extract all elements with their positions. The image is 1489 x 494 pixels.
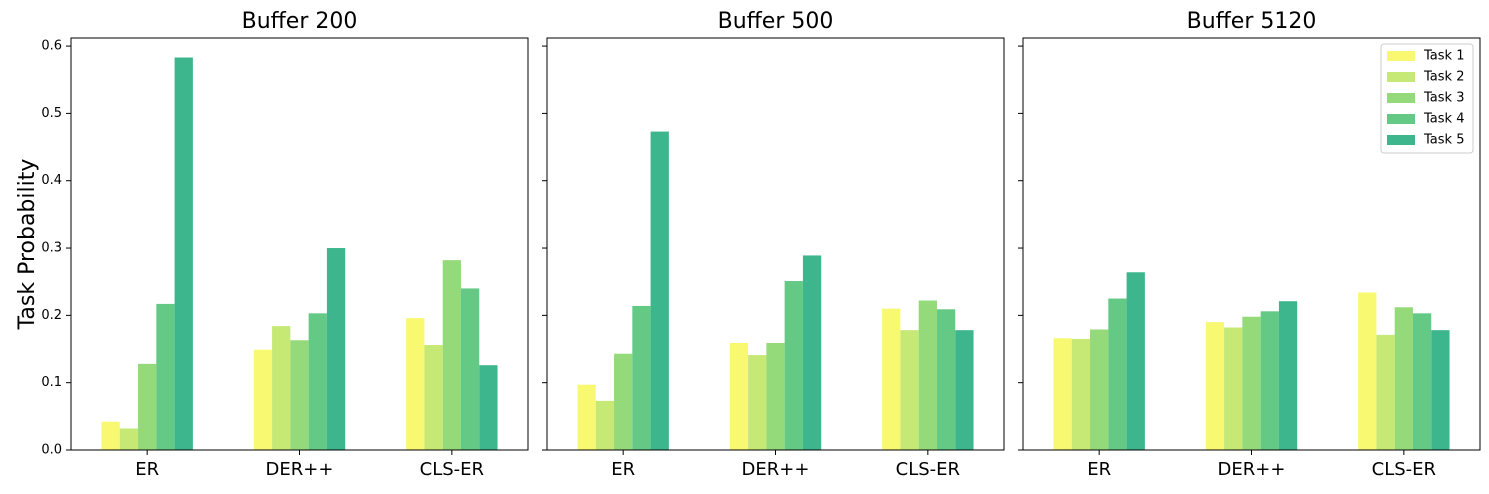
bar-der-task2: [1224, 327, 1243, 450]
bar-er-task3: [614, 353, 633, 450]
bar-clser-task4: [936, 309, 956, 450]
legend: Task 1 Task 2 Task 3 Task 4 Task 5: [1380, 43, 1474, 154]
bar-er-task1: [101, 421, 120, 450]
x-tick-label: CLS-ER: [896, 459, 960, 480]
bar-clser-task2: [1376, 334, 1395, 450]
bar-der-task5: [326, 248, 346, 450]
bar-er-task5: [174, 57, 193, 451]
x-tick-label: ER: [135, 459, 159, 480]
legend-swatch-task2: [1387, 72, 1415, 82]
bar-clser-task5: [1431, 330, 1450, 450]
y-tick-label: 0.5: [41, 106, 62, 121]
bar-der-task5: [1278, 301, 1298, 450]
bar-er-task2: [119, 428, 139, 450]
bar-clser-task2: [900, 330, 919, 450]
panel-title: Buffer 5120: [1187, 9, 1317, 34]
bar-der-task3: [766, 342, 785, 450]
bar-der-task4: [1260, 311, 1279, 450]
bar-clser-task1: [1358, 292, 1377, 450]
bar-der-task3: [290, 340, 309, 450]
bar-clser-task1: [406, 318, 425, 450]
x-tick-label: ER: [1087, 459, 1111, 480]
y-tick-label: 0.0: [41, 443, 62, 458]
y-tick-label: 0.3: [41, 241, 62, 256]
panel-title: Buffer 200: [242, 9, 358, 34]
legend-swatch-task1: [1387, 51, 1415, 61]
bar-der-task2: [272, 326, 291, 450]
bar-der-task4: [308, 313, 327, 450]
bar-clser-task1: [882, 308, 901, 450]
bar-clser-task3: [442, 260, 461, 450]
x-tick-label: DER++: [1218, 459, 1286, 480]
bar-er-task4: [1108, 298, 1127, 450]
bar-der-task1: [729, 342, 749, 450]
x-tick-label: DER++: [266, 459, 334, 480]
y-tick-label: 0.1: [41, 375, 62, 390]
bar-er-task3: [138, 363, 157, 450]
bar-clser-task4: [460, 288, 480, 450]
bar-er-task2: [595, 400, 615, 450]
bar-clser-task5: [955, 330, 974, 450]
bar-der-task1: [1205, 322, 1225, 450]
legend-swatch-task4: [1387, 114, 1415, 124]
legend-box: [1380, 43, 1474, 154]
x-tick-label: ER: [611, 459, 635, 480]
bar-er-task1: [1053, 338, 1072, 450]
legend-label-task3: Task 3: [1423, 91, 1464, 106]
bar-er-task4: [156, 303, 175, 450]
x-tick-label: CLS-ER: [420, 459, 484, 480]
legend-label-task2: Task 2: [1423, 70, 1464, 85]
y-tick-label: 0.6: [41, 39, 62, 54]
bar-er-task5: [1126, 272, 1145, 450]
panel-3: Buffer 5120 ER DER++ CLS-ER: [1018, 9, 1481, 480]
x-tick-label: CLS-ER: [1372, 459, 1436, 480]
bar-clser-task3: [918, 300, 937, 450]
bar-der-task2: [748, 355, 767, 450]
bar-er-task1: [577, 384, 596, 450]
y-tick-label: 0.2: [41, 308, 62, 323]
bar-der-task5: [802, 255, 822, 450]
x-tick-label: DER++: [742, 459, 810, 480]
legend-label-task1: Task 1: [1423, 49, 1464, 64]
bar-er-task5: [650, 131, 669, 450]
legend-label-task5: Task 5: [1423, 133, 1464, 148]
y-tick-label: 0.4: [41, 173, 62, 188]
y-axis-label: Task Probability: [15, 159, 40, 331]
bar-der-task3: [1242, 316, 1261, 450]
panel-title: Buffer 500: [718, 9, 834, 34]
legend-swatch-task3: [1387, 93, 1415, 103]
bar-er-task4: [632, 305, 651, 450]
bar-er-task2: [1071, 338, 1091, 450]
bar-clser-task3: [1394, 307, 1413, 450]
legend-label-task4: Task 4: [1423, 112, 1464, 127]
bar-er-task3: [1090, 329, 1109, 450]
bar-der-task1: [253, 349, 273, 450]
bar-clser-task5: [479, 365, 498, 450]
bar-der-task4: [784, 281, 803, 450]
legend-swatch-task5: [1387, 135, 1415, 145]
panel-1: Buffer 200 ER DER++ CLS-ER 0.0 0.1 0.2 0.3 0.4 0.…: [41, 9, 529, 480]
panel-2: Buffer 500 ER DER++ CLS-ER: [542, 9, 1005, 480]
bar-clser-task2: [424, 344, 443, 450]
bar-clser-task4: [1412, 313, 1432, 450]
